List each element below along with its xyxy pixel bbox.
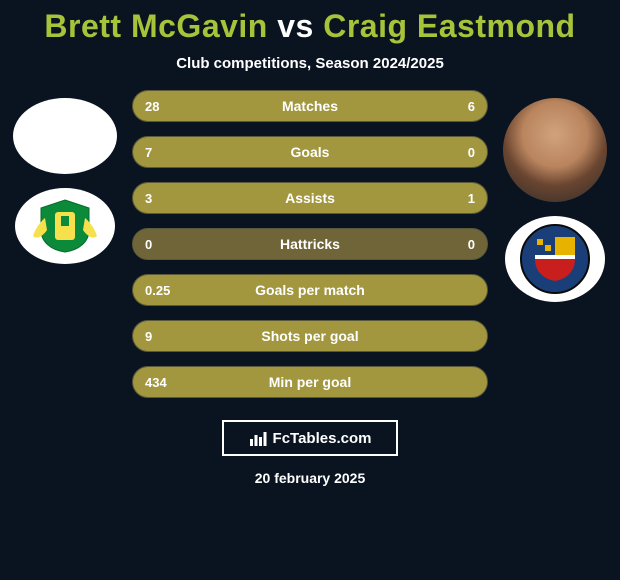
bar-chart-icon [249, 429, 267, 447]
stat-row: 0.25Goals per match [132, 274, 488, 306]
yeovil-town-crest-svg [25, 196, 105, 256]
player1-avatar-placeholder [13, 98, 117, 174]
comparison-title: Brett McGavin vs Craig Eastmond [0, 8, 620, 45]
stat-label: Hattricks [133, 236, 487, 252]
right-column [500, 90, 610, 302]
stat-label: Shots per goal [133, 328, 487, 344]
stat-label: Goals per match [133, 282, 487, 298]
header: Brett McGavin vs Craig Eastmond Club com… [0, 0, 620, 72]
brand-badge[interactable]: FcTables.com [222, 420, 398, 456]
player2-avatar-photo [503, 98, 607, 202]
wealdstone-crest-svg [519, 223, 591, 295]
stat-label: Min per goal [133, 374, 487, 390]
left-column [10, 90, 120, 264]
stat-row: 00Hattricks [132, 228, 488, 260]
content: 286Matches 70Goals 31Assists 00Hattricks 0.2… [0, 90, 620, 398]
brand-text: FcTables.com [273, 430, 372, 447]
subtitle: Club competitions, Season 2024/2025 [0, 55, 620, 72]
stat-row: 286Matches [132, 90, 488, 122]
stat-row: 70Goals [132, 136, 488, 168]
stat-row: 9Shots per goal [132, 320, 488, 352]
stat-label: Matches [133, 98, 487, 114]
stat-bars: 286Matches 70Goals 31Assists 00Hattricks 0.2… [132, 90, 488, 398]
stat-row: 434Min per goal [132, 366, 488, 398]
player2-name: Craig Eastmond [323, 8, 575, 44]
player2-club-crest [505, 216, 605, 302]
player1-name: Brett McGavin [44, 8, 267, 44]
stat-label: Assists [133, 190, 487, 206]
stat-label: Goals [133, 144, 487, 160]
vs-label: vs [277, 8, 314, 44]
stat-row: 31Assists [132, 182, 488, 214]
date-label: 20 february 2025 [0, 470, 620, 486]
player1-club-crest [15, 188, 115, 264]
